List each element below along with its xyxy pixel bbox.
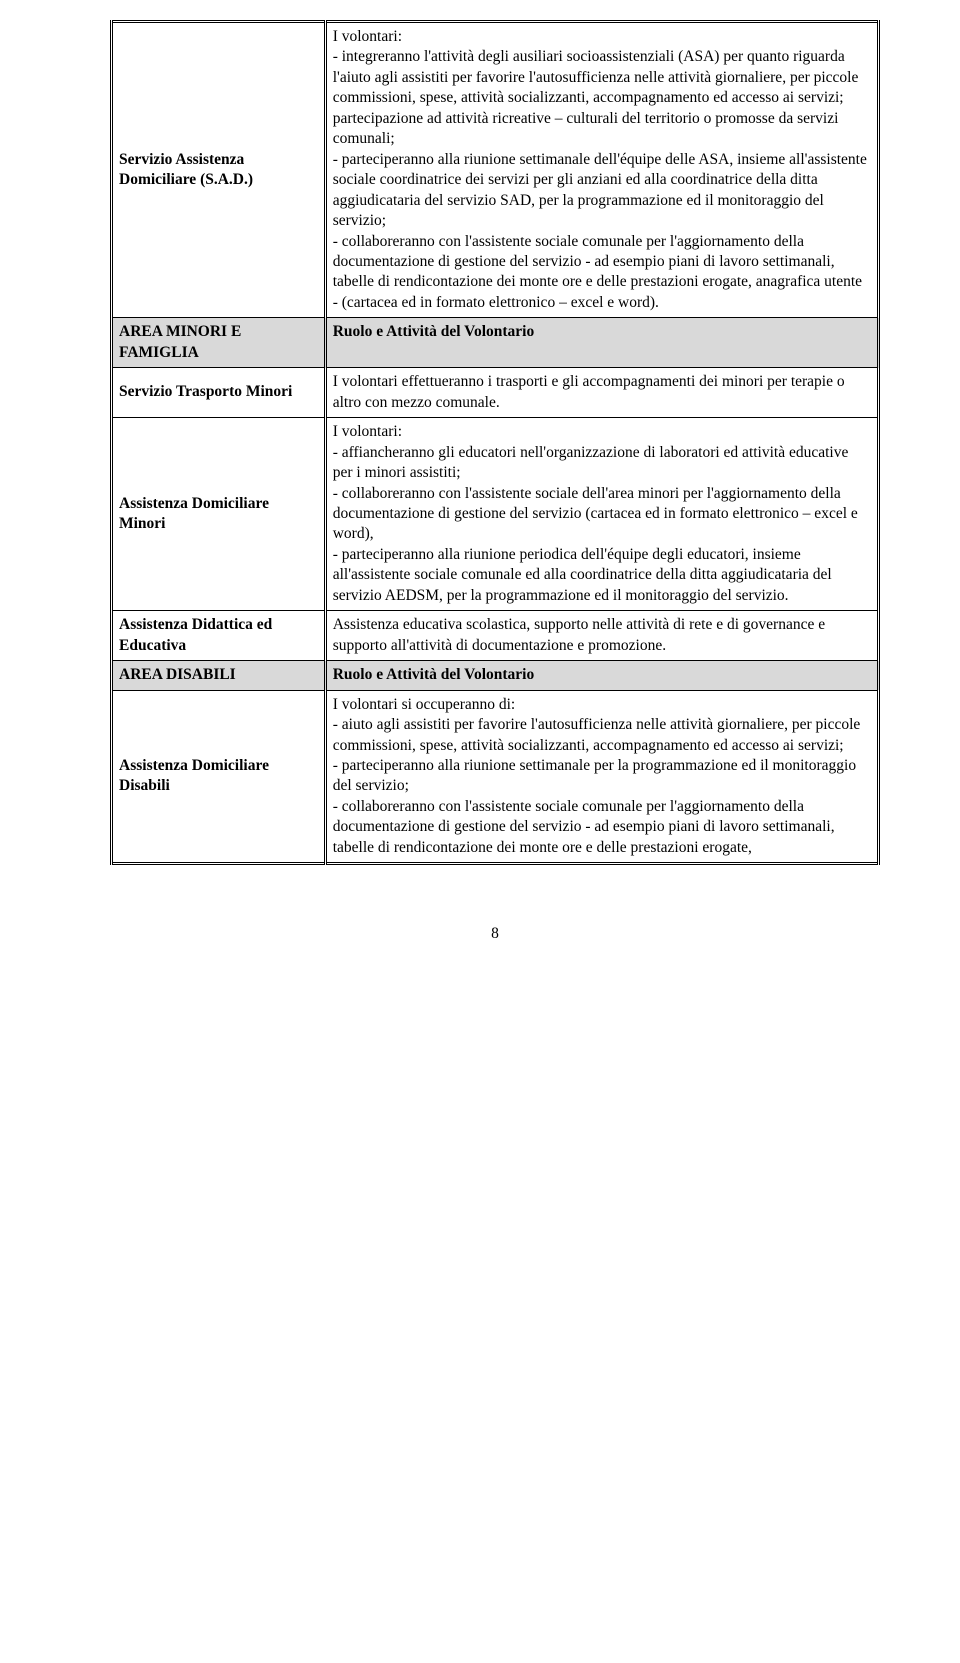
- row-content: I volontari: - affiancheranno gli educat…: [325, 418, 878, 611]
- row-label: Assistenza Domiciliare Disabili: [112, 690, 326, 864]
- table-row: AREA DISABILIRuolo e Attività del Volont…: [112, 661, 879, 690]
- page-number: 8: [110, 925, 880, 943]
- row-content: Ruolo e Attività del Volontario: [325, 318, 878, 368]
- row-content: I volontari: - integreranno l'attività d…: [325, 22, 878, 318]
- table-row: Servizio Trasporto MinoriI volontari eff…: [112, 368, 879, 418]
- table-row: Assistenza Domiciliare DisabiliI volonta…: [112, 690, 879, 864]
- table-row: AREA MINORI E FAMIGLIARuolo e Attività d…: [112, 318, 879, 368]
- row-content: Assistenza educativa scolastica, support…: [325, 611, 878, 661]
- table-body: Servizio Assistenza Domiciliare (S.A.D.)…: [112, 22, 879, 864]
- row-content: I volontari effettueranno i trasporti e …: [325, 368, 878, 418]
- row-label: Assistenza Didattica ed Educativa: [112, 611, 326, 661]
- table-row: Assistenza Domiciliare MinoriI volontari…: [112, 418, 879, 611]
- row-label: Servizio Assistenza Domiciliare (S.A.D.): [112, 22, 326, 318]
- document-page: Servizio Assistenza Domiciliare (S.A.D.)…: [0, 0, 960, 963]
- row-label: Servizio Trasporto Minori: [112, 368, 326, 418]
- row-label: AREA MINORI E FAMIGLIA: [112, 318, 326, 368]
- services-table: Servizio Assistenza Domiciliare (S.A.D.)…: [110, 20, 880, 865]
- row-content: I volontari si occuperanno di: - aiuto a…: [325, 690, 878, 864]
- table-row: Assistenza Didattica ed EducativaAssiste…: [112, 611, 879, 661]
- row-label: AREA DISABILI: [112, 661, 326, 690]
- row-content: Ruolo e Attività del Volontario: [325, 661, 878, 690]
- table-row: Servizio Assistenza Domiciliare (S.A.D.)…: [112, 22, 879, 318]
- row-label: Assistenza Domiciliare Minori: [112, 418, 326, 611]
